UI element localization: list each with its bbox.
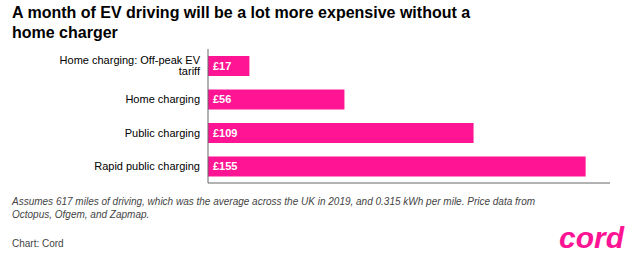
html-text:A month of EV driving will be: A month of EV driving will be a lot more… [12, 4, 471, 41]
svg-text:£109: £109 [213, 127, 237, 139]
svg-text:Home charging: Off-peak EVtari: Home charging: Off-peak EVtariff [60, 54, 201, 77]
svg-text:Public charging: Public charging [125, 127, 200, 139]
svg-text:£155: £155 [213, 160, 237, 172]
svg-text:£56: £56 [213, 93, 231, 105]
svg-text:Home charging: Home charging [125, 93, 200, 105]
svg-text:£17: £17 [213, 60, 231, 72]
svg-text:Rapid public charging: Rapid public charging [94, 160, 200, 172]
html-text:Assumes 617 miles of driving,: Assumes 617 miles of driving, which was … [12, 196, 535, 220]
html-text:cord: cord [559, 221, 624, 254]
html-text:Chart: Cord: Chart: Cord [12, 238, 64, 249]
